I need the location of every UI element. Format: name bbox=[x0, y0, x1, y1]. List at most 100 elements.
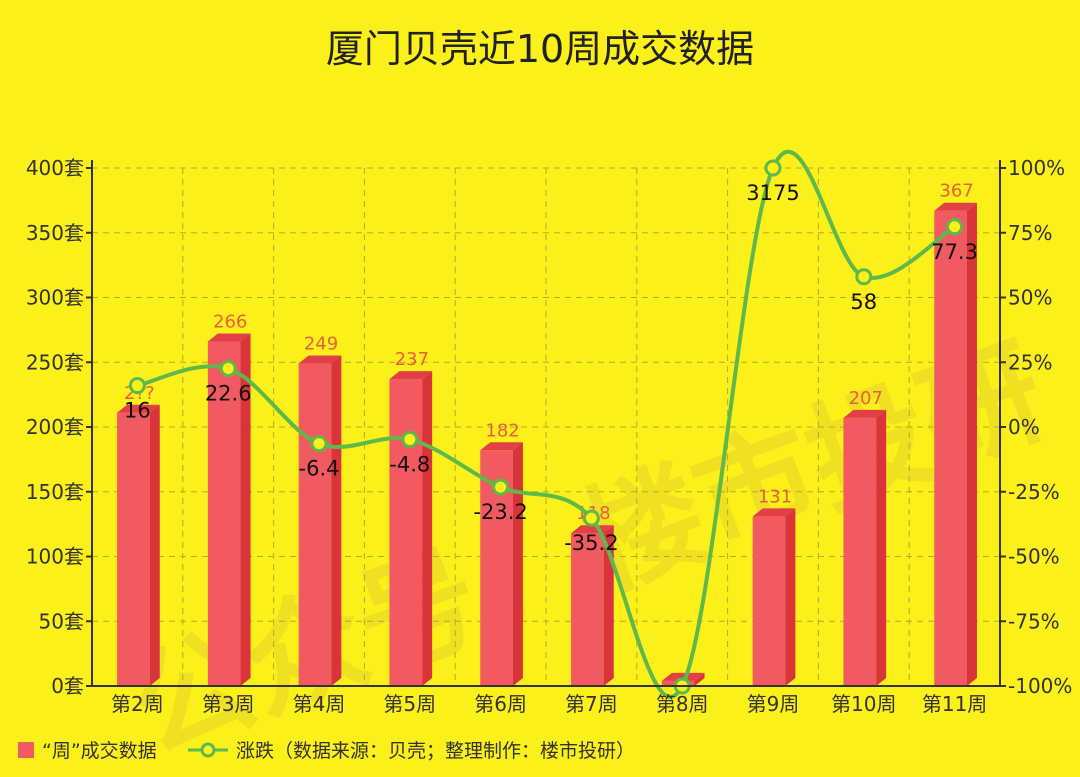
x-tick-label: 第3周 bbox=[202, 692, 255, 716]
right-tick-label: -50% bbox=[1008, 545, 1060, 569]
bar-top bbox=[389, 371, 433, 380]
bar-side bbox=[603, 525, 614, 686]
line-point bbox=[764, 159, 782, 177]
x-tick-label: 第10周 bbox=[831, 692, 896, 716]
line-value-label: -4.8 bbox=[389, 452, 430, 476]
bar-front bbox=[752, 516, 786, 686]
right-tick-label: 0% bbox=[1008, 415, 1040, 439]
line-labels: 16 22.6 -6.4 -4.8 -23.2 -35.2 3175 58 77.3 bbox=[124, 181, 978, 555]
line-point bbox=[946, 218, 964, 236]
left-tick-label: 400套 bbox=[26, 156, 84, 180]
x-tick-label: 第7周 bbox=[565, 692, 618, 716]
bar-top bbox=[117, 404, 160, 413]
bar-side bbox=[966, 202, 977, 687]
bar-front bbox=[117, 412, 150, 686]
chart-title: 厦门贝壳近10周成交数据 bbox=[326, 27, 754, 71]
bar bbox=[298, 355, 342, 686]
line-value-label: -6.4 bbox=[299, 457, 340, 481]
bar-side bbox=[785, 508, 796, 686]
bar-value-label: 266 bbox=[213, 312, 247, 333]
line-point bbox=[401, 430, 419, 448]
bar-side bbox=[512, 442, 523, 686]
bar-value-label: 249 bbox=[304, 334, 338, 355]
bar-top bbox=[661, 672, 705, 681]
bar-top bbox=[298, 355, 342, 364]
bar bbox=[752, 508, 796, 686]
bar-top bbox=[752, 508, 796, 517]
line-value-label: 58 bbox=[850, 290, 877, 314]
line-value-label: 3175 bbox=[746, 181, 799, 205]
x-tick-label: 第4周 bbox=[293, 692, 346, 716]
line-value-label: 77.3 bbox=[931, 240, 978, 264]
right-tick-label: -100% bbox=[1008, 674, 1072, 698]
bar bbox=[843, 409, 887, 686]
bar-front bbox=[298, 363, 332, 686]
x-tick-label: 第8周 bbox=[656, 692, 709, 716]
left-tick-label: 250套 bbox=[26, 350, 84, 374]
left-axis: 0套 50套 100套 150套 200套 250套 300套 350套 400套 bbox=[26, 156, 93, 698]
left-tick-label: 0套 bbox=[51, 674, 84, 698]
bar-value-label: 182 bbox=[485, 420, 519, 441]
bar bbox=[571, 525, 614, 686]
left-tick-label: 200套 bbox=[26, 415, 84, 439]
line-path bbox=[136, 149, 956, 699]
x-tick-label: 第9周 bbox=[747, 692, 800, 716]
bar-side bbox=[422, 371, 433, 686]
bar-value-label: 367 bbox=[939, 181, 973, 202]
bar-front bbox=[389, 379, 423, 686]
x-tick-label: 第5周 bbox=[383, 692, 436, 716]
right-tick-label: 25% bbox=[1008, 350, 1052, 374]
bar-front bbox=[934, 210, 967, 687]
line-point bbox=[219, 359, 237, 377]
bar-top bbox=[843, 409, 887, 418]
right-axis: -100% -75% -50% -25% 0% 25% 50% 75% 100% bbox=[999, 156, 1072, 698]
left-tick-label: 300套 bbox=[26, 286, 84, 310]
x-tick-label: 第6周 bbox=[474, 692, 527, 716]
bar bbox=[117, 404, 160, 686]
bar-side bbox=[876, 409, 887, 686]
x-axis: 第2周 第3周 第4周 第5周 第6周 第7周 第8周 第9周 第10周 第11周 bbox=[92, 685, 1000, 716]
right-tick-label: 100% bbox=[1008, 156, 1065, 180]
bar-top bbox=[571, 525, 614, 534]
left-tick-label: 50套 bbox=[39, 609, 84, 633]
right-tick-label: 75% bbox=[1008, 221, 1052, 245]
left-tick-label: 100套 bbox=[26, 545, 84, 569]
bar-front bbox=[207, 341, 241, 686]
line-value-label: 16 bbox=[124, 399, 151, 423]
x-tick-label: 第2周 bbox=[111, 692, 164, 716]
bar-value-label: 207 bbox=[849, 388, 883, 409]
left-tick-label: 350套 bbox=[26, 221, 84, 245]
bar-top bbox=[480, 442, 523, 451]
bar-side bbox=[240, 333, 251, 686]
line-point bbox=[310, 435, 328, 453]
bar-value-label: 131 bbox=[758, 486, 792, 507]
legend-bar-swatch bbox=[18, 742, 34, 758]
right-tick-label: -25% bbox=[1008, 480, 1060, 504]
legend-line-marker bbox=[200, 742, 216, 758]
bar-front bbox=[571, 533, 604, 686]
bar-value-label: 237 bbox=[395, 349, 429, 370]
bar-side bbox=[149, 404, 160, 686]
line-point bbox=[855, 268, 873, 286]
line-value-label: -35.2 bbox=[564, 531, 618, 555]
left-tick-label: 150套 bbox=[26, 480, 84, 504]
legend: “周”成交数据 涨跌（数据来源：贝壳；整理制作：楼市投研） bbox=[18, 740, 635, 762]
line-point bbox=[582, 509, 600, 527]
bar bbox=[934, 202, 977, 687]
line-value-label: -23.2 bbox=[473, 500, 527, 524]
bar-side bbox=[694, 672, 705, 686]
right-tick-label: -75% bbox=[1008, 609, 1060, 633]
line-series bbox=[128, 149, 964, 699]
legend-bar-label: “周”成交数据 bbox=[42, 740, 157, 762]
bar-side bbox=[331, 355, 342, 686]
legend-line-label: 涨跌（数据来源：贝壳；整理制作：楼市投研） bbox=[236, 740, 635, 762]
bar-top bbox=[934, 202, 977, 211]
bar-series bbox=[117, 202, 977, 687]
bar bbox=[389, 371, 433, 686]
line-value-label: 22.6 bbox=[205, 381, 252, 405]
line-point bbox=[128, 377, 146, 395]
line-point bbox=[492, 478, 510, 496]
right-tick-label: 50% bbox=[1008, 286, 1052, 310]
x-tick-label: 第11周 bbox=[922, 692, 987, 716]
